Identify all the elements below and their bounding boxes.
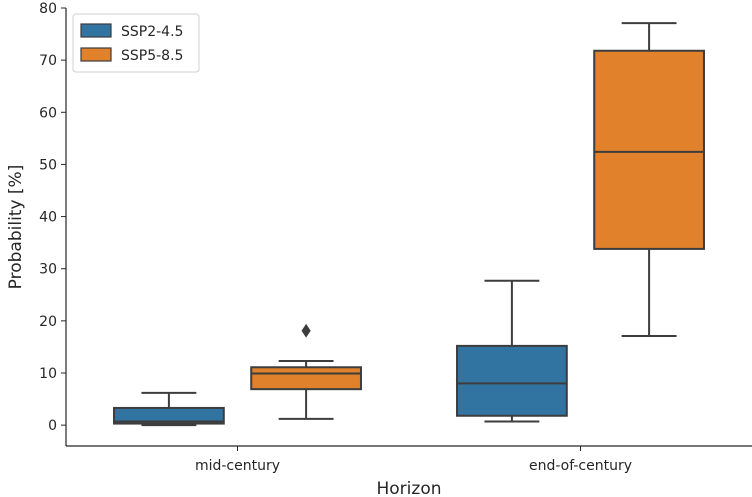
- chart-marks: [113, 22, 705, 427]
- legend-label-1: SSP5-8.5: [121, 48, 183, 64]
- box-1-0: [456, 279, 568, 423]
- x-tick-label: end-of-century: [529, 458, 632, 474]
- box-iqr: [250, 366, 362, 391]
- x-tick-label: mid-century: [195, 458, 280, 474]
- legend: SSP2-4.5 SSP5-8.5: [72, 13, 200, 73]
- box-1-1: [593, 22, 705, 337]
- y-tick-label: 40: [39, 210, 57, 226]
- box-0-0: [113, 391, 225, 427]
- box-iqr: [593, 49, 705, 250]
- y-tick-label: 30: [39, 262, 57, 278]
- box-iqr: [456, 344, 568, 417]
- y-tick-label: 50: [39, 157, 57, 173]
- x-axis-title: Horizon: [377, 479, 442, 497]
- y-tick-label: 20: [39, 314, 57, 330]
- legend-swatch-0: [80, 23, 112, 38]
- y-tick-label: 70: [39, 53, 57, 69]
- box-iqr: [113, 406, 225, 425]
- y-tick-label: 10: [39, 366, 57, 382]
- legend-swatch-1: [80, 47, 112, 62]
- axes: 0 10 20 30 40 50 60 70 80 mid-century end-of-centu…: [6, 1, 752, 497]
- box-0-1: [250, 323, 362, 420]
- y-axis-title: Probability [%]: [6, 165, 26, 290]
- y-tick-label: 0: [48, 418, 57, 434]
- y-tick-label: 80: [39, 1, 57, 17]
- y-tick-label: 60: [39, 105, 57, 121]
- legend-label-0: SSP2-4.5: [121, 24, 183, 40]
- outlier-point: [301, 323, 311, 338]
